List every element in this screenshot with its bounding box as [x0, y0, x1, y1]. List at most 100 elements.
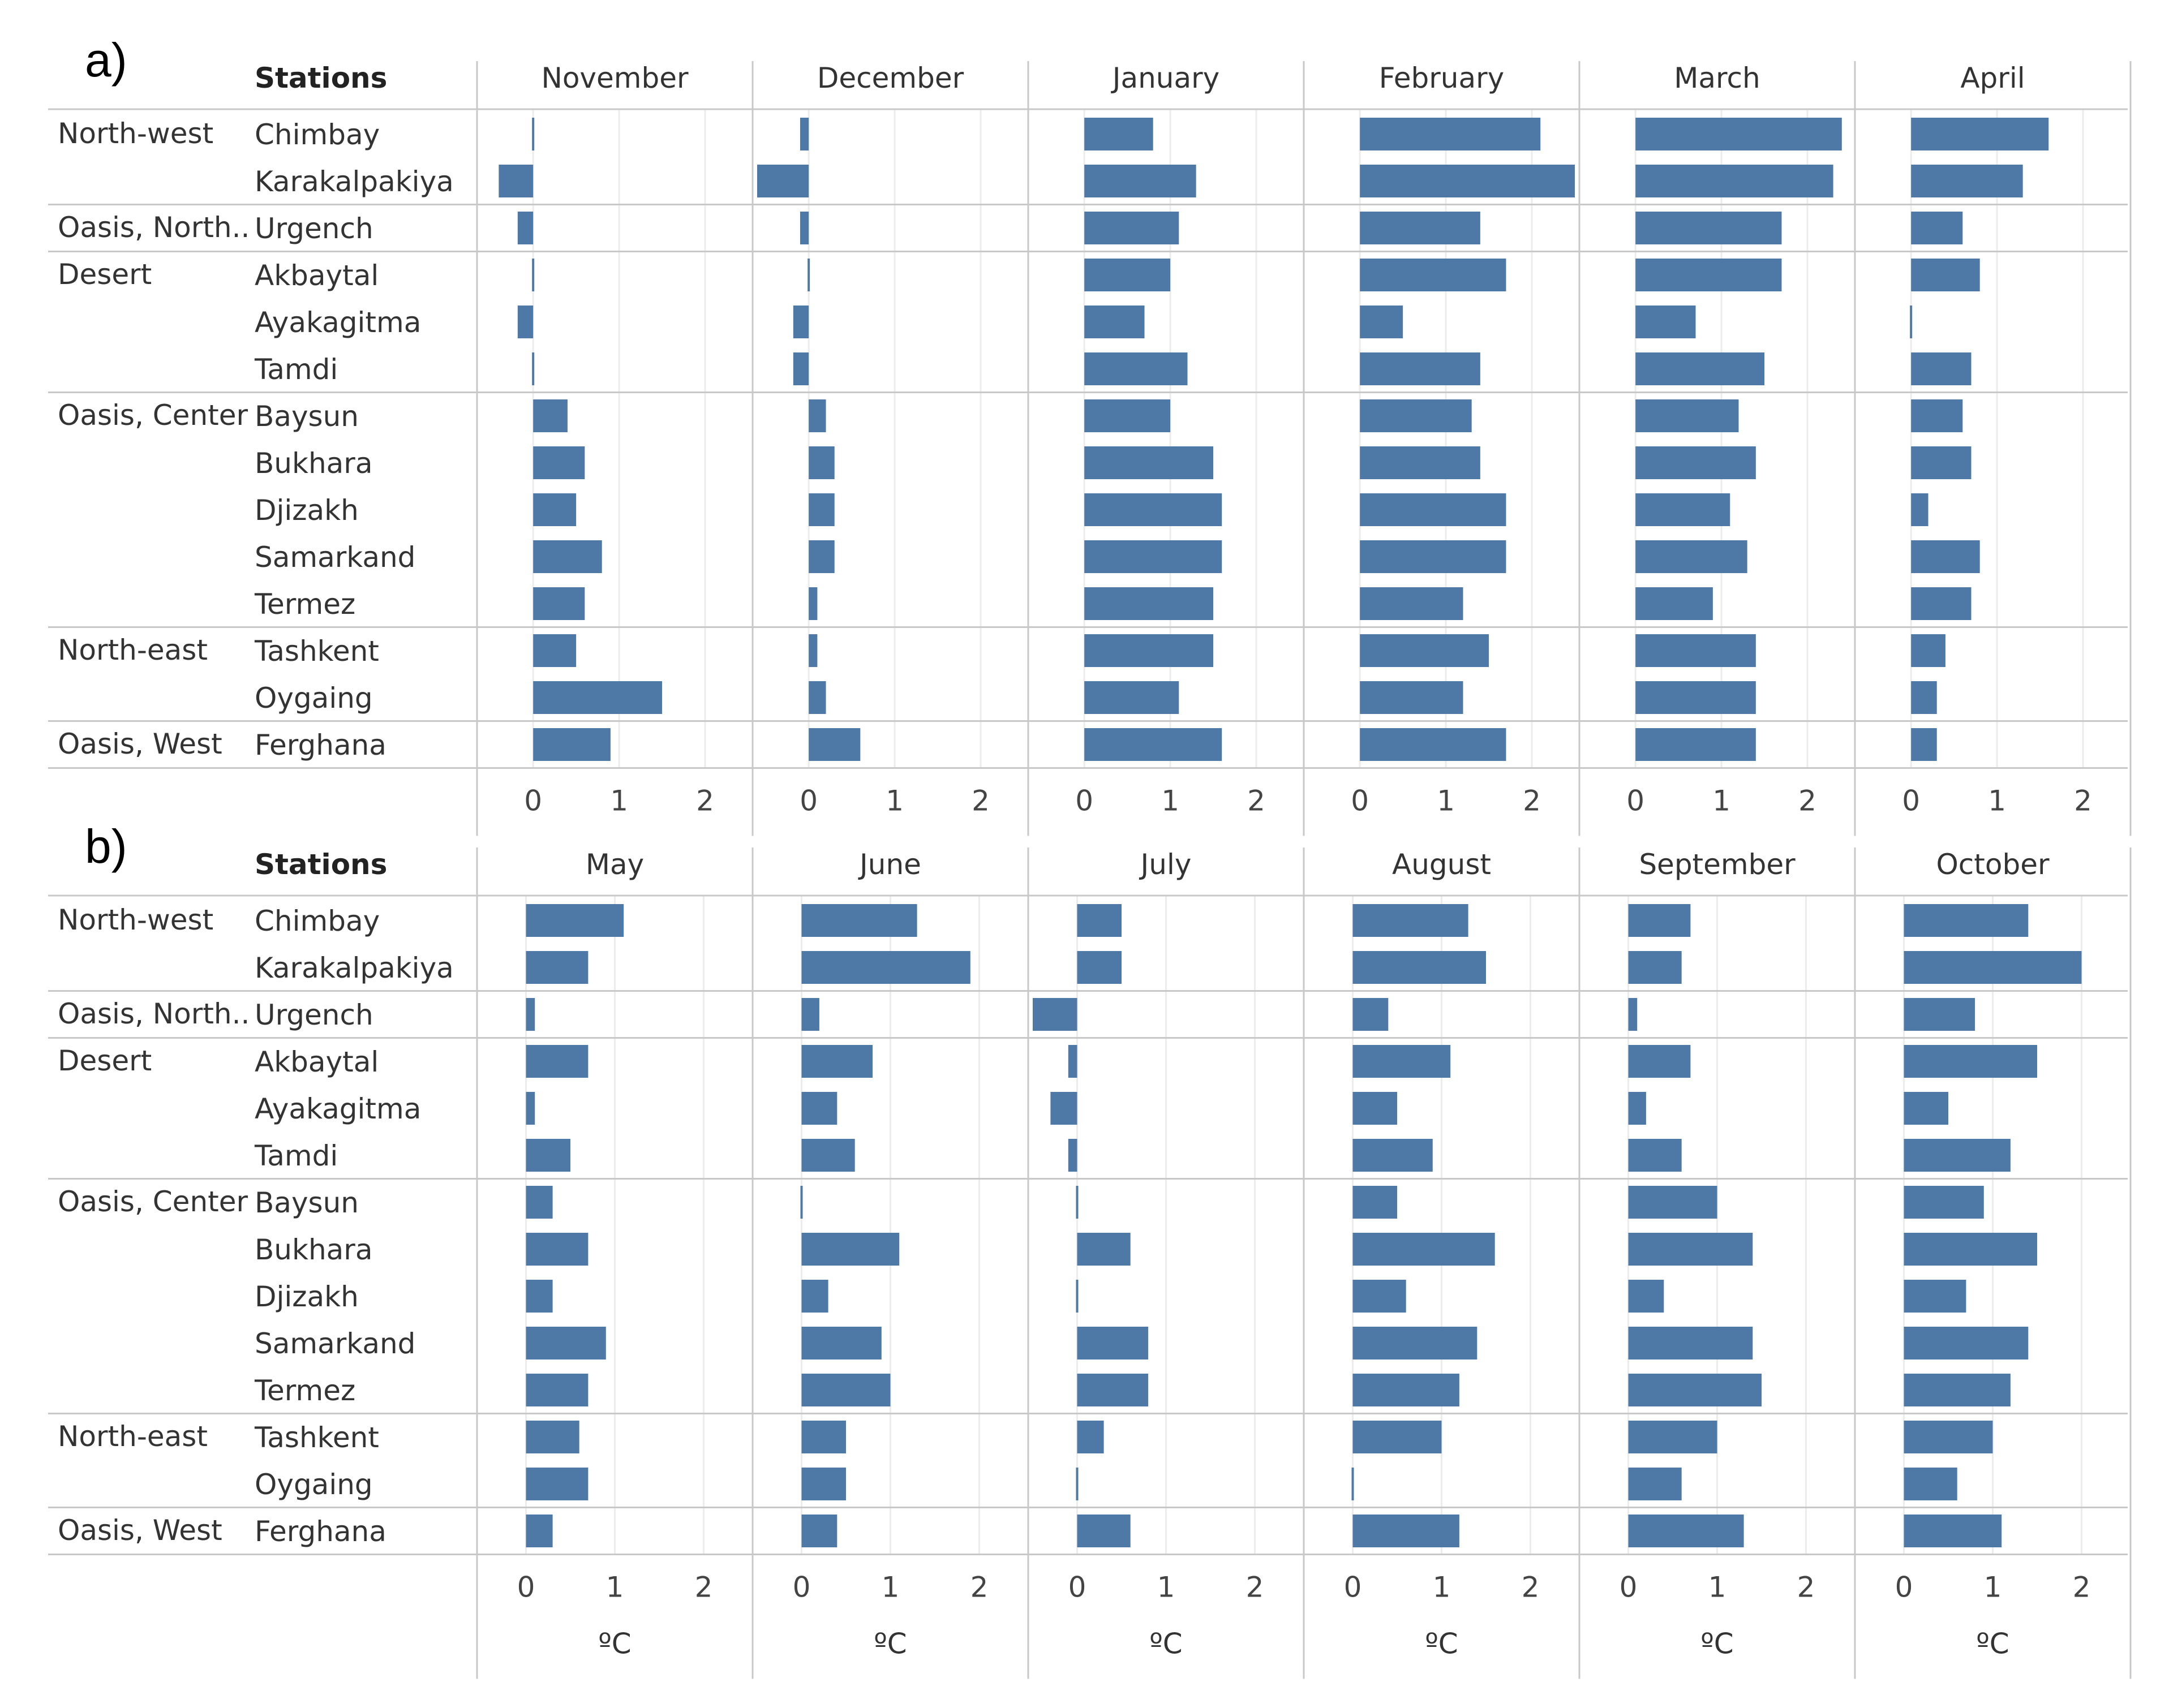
- bar-october-karakalpakiya: [1904, 951, 2082, 984]
- tick-label: 1: [1433, 1571, 1451, 1604]
- region-label-oasis-west: Oasis, West: [58, 1514, 222, 1547]
- bar-january-baysun: [1084, 399, 1171, 432]
- month-header-may: May: [586, 848, 644, 881]
- station-label-oygaing: Oygaing: [255, 682, 373, 715]
- region-label-oasis-center: Oasis, Center: [58, 1185, 248, 1218]
- station-label-karakalpakiya: Karakalpakiya: [255, 165, 454, 198]
- tick-label: 1: [1161, 785, 1179, 818]
- bar-december-termez: [809, 587, 818, 620]
- bar-september-tamdi: [1628, 1139, 1682, 1172]
- bar-november-ferghana: [533, 728, 611, 761]
- bar-march-oygaing: [1635, 681, 1756, 714]
- bar-september-akbaytal: [1628, 1045, 1691, 1078]
- bar-may-tamdi: [526, 1139, 570, 1172]
- bar-august-tashkent: [1352, 1421, 1442, 1453]
- bar-june-oygaing: [801, 1468, 846, 1500]
- bar-september-samarkand: [1628, 1327, 1753, 1359]
- tick-label: 1: [886, 785, 904, 818]
- bar-june-bukhara: [801, 1233, 900, 1266]
- bar-april-ferghana: [1911, 728, 1937, 761]
- bar-september-urgench: [1628, 998, 1638, 1031]
- station-label-oygaing: Oygaing: [255, 1468, 373, 1501]
- bar-march-tashkent: [1635, 634, 1756, 667]
- bar-april-baysun: [1911, 399, 1963, 432]
- bar-june-baysun: [800, 1186, 803, 1219]
- bar-january-tamdi: [1084, 352, 1188, 385]
- tick-label: 1: [882, 1571, 900, 1604]
- bar-september-termez: [1628, 1374, 1762, 1406]
- region-label-north-west: North-west: [58, 904, 213, 936]
- bar-may-chimbay: [526, 904, 624, 937]
- tick-label: 2: [1797, 1571, 1815, 1604]
- tick-label: 2: [970, 1571, 989, 1604]
- station-label-baysun: Baysun: [255, 1186, 359, 1219]
- bar-february-djizakh: [1360, 493, 1506, 526]
- bar-april-samarkand: [1911, 540, 1980, 573]
- bar-january-djizakh: [1084, 493, 1222, 526]
- bar-november-akbaytal: [532, 259, 535, 291]
- region-label-north-west: North-west: [58, 117, 213, 150]
- station-label-urgench: Urgench: [255, 999, 373, 1031]
- bar-november-chimbay: [532, 118, 535, 150]
- bar-august-urgench: [1352, 998, 1389, 1031]
- bar-march-samarkand: [1635, 540, 1747, 573]
- station-label-chimbay: Chimbay: [255, 118, 380, 151]
- tick-label: 1: [1984, 1571, 2002, 1604]
- bar-february-urgench: [1360, 212, 1480, 244]
- bar-july-djizakh: [1076, 1280, 1079, 1313]
- bar-february-chimbay: [1360, 118, 1541, 150]
- bar-may-bukhara: [526, 1233, 589, 1266]
- bar-november-tashkent: [533, 634, 577, 667]
- month-header-march: March: [1674, 62, 1760, 94]
- bar-may-akbaytal: [526, 1045, 589, 1078]
- bar-april-akbaytal: [1911, 259, 1980, 291]
- station-label-samarkand: Samarkand: [255, 1327, 415, 1360]
- bar-february-akbaytal: [1360, 259, 1506, 291]
- bar-march-bukhara: [1635, 446, 1756, 479]
- tick-label: 2: [1246, 1571, 1264, 1604]
- month-header-june: June: [858, 848, 921, 881]
- bar-may-djizakh: [526, 1280, 553, 1313]
- station-label-tamdi: Tamdi: [254, 1139, 338, 1172]
- bar-march-ayakagitma: [1635, 306, 1696, 338]
- bar-december-djizakh: [809, 493, 835, 526]
- bar-november-bukhara: [533, 446, 585, 479]
- bar-june-samarkand: [801, 1327, 882, 1359]
- bar-november-djizakh: [533, 493, 577, 526]
- bar-april-chimbay: [1911, 118, 2049, 150]
- bar-april-karakalpakiya: [1911, 165, 2023, 197]
- bar-january-oygaing: [1084, 681, 1179, 714]
- tick-label: 0: [800, 785, 818, 818]
- bar-january-ayakagitma: [1084, 306, 1145, 338]
- tick-label: 1: [1988, 785, 2006, 818]
- bar-march-karakalpakiya: [1635, 165, 1833, 197]
- bar-october-tamdi: [1904, 1139, 2011, 1172]
- bar-may-tashkent: [526, 1421, 579, 1453]
- station-label-samarkand: Samarkand: [255, 541, 415, 574]
- bar-june-karakalpakiya: [801, 951, 970, 984]
- bar-july-samarkand: [1077, 1327, 1149, 1359]
- tick-label: 0: [1895, 1571, 1913, 1604]
- tick-label: 0: [1620, 1571, 1638, 1604]
- bar-august-ayakagitma: [1352, 1092, 1397, 1125]
- region-label-desert: Desert: [58, 1044, 152, 1077]
- tick-label: 1: [610, 785, 628, 818]
- bar-march-djizakh: [1635, 493, 1730, 526]
- bar-october-ferghana: [1904, 1515, 2002, 1547]
- bar-november-karakalpakiya: [499, 165, 534, 197]
- bar-february-oygaing: [1360, 681, 1463, 714]
- tick-label: 0: [1902, 785, 1920, 818]
- panel-a: a) Stations November 0 1 2 December 0 1 2 January 0…: [48, 33, 2132, 836]
- station-label-chimbay: Chimbay: [255, 905, 380, 937]
- station-label-djizakh: Djizakh: [255, 494, 359, 527]
- station-label-ayakagitma: Ayakagitma: [255, 306, 421, 339]
- bar-february-tamdi: [1360, 352, 1480, 385]
- bar-may-ferghana: [526, 1515, 553, 1547]
- bar-september-bukhara: [1628, 1233, 1753, 1266]
- bar-january-akbaytal: [1084, 259, 1171, 291]
- unit-label: ºC: [1425, 1628, 1458, 1660]
- station-label-urgench: Urgench: [255, 212, 373, 245]
- station-label-baysun: Baysun: [255, 400, 359, 433]
- station-label-termez: Termez: [254, 588, 355, 621]
- month-header-january: January: [1111, 62, 1220, 94]
